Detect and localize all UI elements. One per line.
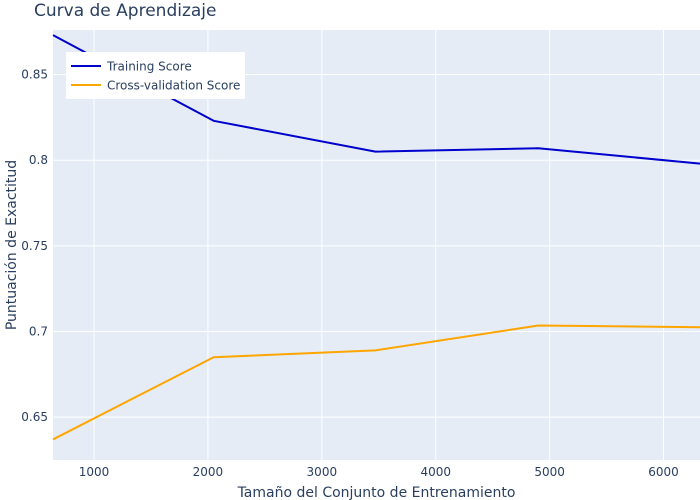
x-tick-label-5000: 5000 xyxy=(534,465,565,479)
plot-area xyxy=(53,30,700,460)
y-tick-label-0-85: 0.85 xyxy=(21,68,48,82)
y-axis-title: Puntuación de Exactitud xyxy=(4,160,20,330)
x-axis-ticks: 1000 2000 3000 4000 5000 6000 xyxy=(79,465,679,479)
y-tick-label-0-75: 0.75 xyxy=(21,239,48,253)
x-tick-label-2000: 2000 xyxy=(193,465,224,479)
x-tick-label-4000: 4000 xyxy=(420,465,451,479)
y-axis-ticks: 0.65 0.7 0.75 0.8 0.85 xyxy=(21,68,48,425)
legend: Training Score Cross-validation Score xyxy=(66,52,245,99)
y-tick-label-0-7: 0.7 xyxy=(29,325,48,339)
x-tick-label-6000: 6000 xyxy=(648,465,679,479)
y-tick-label-0-8: 0.8 xyxy=(29,153,48,167)
chart-title: Curva de Aprendizaje xyxy=(34,1,216,21)
y-tick-label-0-65: 0.65 xyxy=(21,410,48,424)
gridlines xyxy=(53,30,700,460)
x-axis-title: Tamaño del Conjunto de Entrenamiento xyxy=(237,485,516,500)
legend-label-cross-validation-score: Cross-validation Score xyxy=(107,79,240,93)
series-line-cross-validation-score xyxy=(52,324,700,441)
legend-box xyxy=(66,52,245,99)
x-tick-label-1000: 1000 xyxy=(79,465,110,479)
legend-label-training-score: Training Score xyxy=(106,60,192,74)
x-tick-label-3000: 3000 xyxy=(307,465,338,479)
